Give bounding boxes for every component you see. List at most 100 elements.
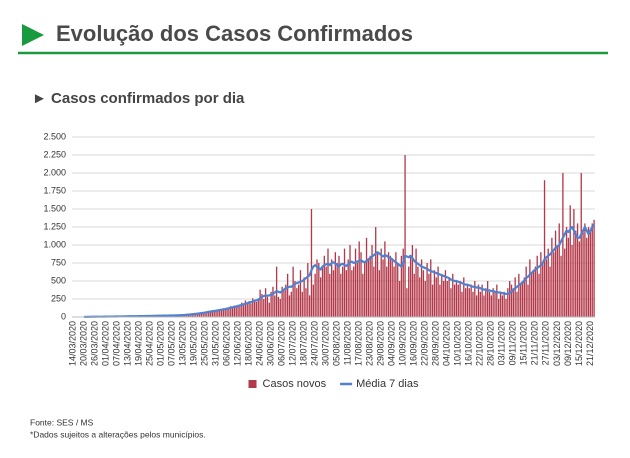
bar bbox=[466, 284, 469, 317]
bar bbox=[446, 281, 448, 317]
legend-swatch bbox=[248, 380, 257, 388]
x-tick-label: 05/08/2020 bbox=[332, 321, 342, 366]
bar bbox=[226, 307, 228, 317]
x-tick-label: 30/07/2020 bbox=[321, 321, 331, 366]
bar bbox=[334, 252, 336, 317]
bar bbox=[325, 266, 327, 317]
y-tick-label: 0 bbox=[61, 311, 66, 321]
bar bbox=[215, 310, 217, 317]
bar bbox=[408, 266, 410, 317]
bar bbox=[342, 266, 344, 317]
bar bbox=[281, 286, 283, 317]
bar bbox=[365, 237, 368, 317]
note: *Dados sujeitos a alterações pelos munic… bbox=[30, 429, 206, 439]
bar bbox=[217, 311, 219, 317]
bar bbox=[332, 270, 335, 317]
bar bbox=[219, 309, 221, 317]
bar bbox=[441, 273, 443, 317]
bar bbox=[450, 288, 452, 317]
bar bbox=[580, 173, 582, 317]
bar bbox=[540, 252, 542, 317]
bar bbox=[299, 270, 302, 317]
bar bbox=[547, 248, 549, 317]
bar bbox=[292, 266, 294, 317]
bar bbox=[521, 281, 524, 317]
bar bbox=[391, 259, 393, 317]
x-tick-label: 12/07/2020 bbox=[288, 321, 298, 366]
legend-label: Média 7 dias bbox=[356, 378, 419, 390]
bar bbox=[448, 277, 450, 317]
x-tick-label: 29/08/2020 bbox=[376, 321, 386, 366]
bar bbox=[353, 266, 355, 317]
x-tick-label: 27/11/2020 bbox=[541, 321, 551, 365]
bar bbox=[510, 284, 513, 317]
bar bbox=[459, 281, 461, 317]
bar bbox=[257, 299, 259, 317]
bar bbox=[266, 296, 269, 317]
bar bbox=[525, 266, 527, 317]
bar bbox=[501, 295, 503, 317]
y-tick-label: 750 bbox=[51, 257, 66, 267]
bar bbox=[277, 296, 280, 317]
x-tick-label: 10/10/2020 bbox=[453, 321, 463, 366]
bar bbox=[329, 273, 331, 317]
bar bbox=[198, 313, 201, 317]
x-tick-label: 22/10/2020 bbox=[475, 321, 485, 366]
bar bbox=[283, 289, 285, 317]
bar bbox=[584, 223, 586, 317]
legend-label: Casos novos bbox=[263, 378, 327, 390]
bar bbox=[327, 248, 329, 317]
bar bbox=[384, 241, 386, 317]
bar bbox=[400, 255, 403, 317]
bar bbox=[569, 205, 571, 317]
bar bbox=[431, 284, 434, 317]
bar bbox=[235, 306, 237, 317]
bar bbox=[294, 281, 296, 317]
bar bbox=[404, 155, 406, 317]
x-tick-label: 20/03/2020 bbox=[78, 321, 88, 366]
x-tick-label: 16/09/2020 bbox=[409, 321, 419, 366]
bar bbox=[319, 277, 322, 317]
bar bbox=[395, 252, 397, 317]
bar bbox=[461, 291, 463, 317]
bar bbox=[433, 270, 436, 317]
x-tick-label: 18/07/2020 bbox=[299, 321, 309, 366]
x-tick-label: 01/05/2020 bbox=[155, 321, 165, 366]
bar bbox=[567, 237, 570, 317]
x-tick-label: 10/09/2020 bbox=[398, 321, 408, 366]
bar bbox=[272, 286, 274, 317]
bar bbox=[191, 314, 193, 317]
bar bbox=[373, 266, 375, 317]
bar bbox=[587, 227, 590, 317]
bar bbox=[228, 309, 230, 317]
bar bbox=[318, 263, 320, 317]
x-tick-label: 16/10/2020 bbox=[464, 321, 474, 366]
bar bbox=[375, 227, 377, 317]
y-tick-label: 1.250 bbox=[43, 221, 66, 231]
x-tick-label: 07/05/2020 bbox=[166, 321, 176, 366]
bar bbox=[248, 301, 250, 317]
bar bbox=[305, 288, 307, 317]
bar bbox=[233, 305, 236, 317]
bar bbox=[261, 293, 263, 317]
bar bbox=[351, 270, 353, 317]
bar bbox=[264, 288, 267, 317]
bar bbox=[507, 288, 509, 317]
bar bbox=[386, 266, 388, 317]
x-tick-label: 03/12/2020 bbox=[552, 321, 562, 366]
bar bbox=[463, 277, 465, 317]
x-tick-label: 30/06/2020 bbox=[265, 321, 275, 366]
bar bbox=[321, 266, 324, 317]
y-tick-label: 250 bbox=[51, 293, 66, 303]
bar bbox=[529, 259, 531, 317]
bar bbox=[406, 288, 408, 317]
bar bbox=[296, 288, 298, 317]
x-tick-label: 28/10/2020 bbox=[486, 321, 496, 366]
bar bbox=[464, 288, 467, 317]
bar bbox=[420, 259, 423, 317]
legend: Casos novos Média 7 dias bbox=[248, 378, 419, 390]
bar bbox=[554, 230, 557, 317]
y-tick-label: 2.000 bbox=[43, 167, 66, 177]
bar bbox=[542, 263, 544, 317]
